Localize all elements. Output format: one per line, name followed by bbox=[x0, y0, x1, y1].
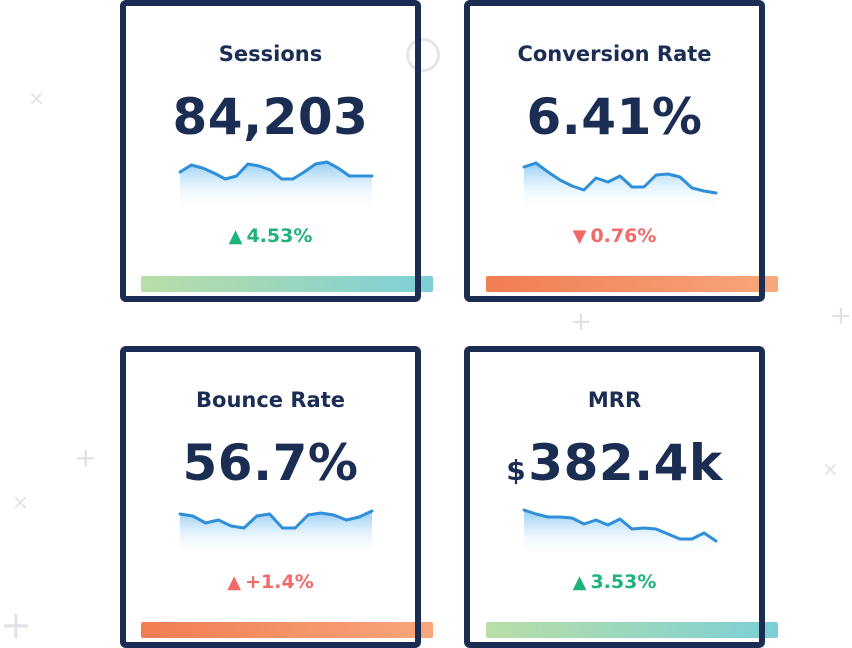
card-value: $382.4k bbox=[470, 434, 759, 492]
sessions-card: Sessions 84,203 ▲ 4.53% bbox=[120, 0, 421, 302]
card-title: Conversion Rate bbox=[517, 42, 712, 66]
decor-plus-icon: + bbox=[830, 301, 852, 331]
decor-cross-icon: × bbox=[12, 490, 29, 514]
sessions-accent-bar bbox=[141, 276, 433, 292]
delta-indicator: ▲ 4.53% bbox=[126, 225, 415, 247]
currency-symbol: $ bbox=[506, 454, 527, 487]
sparkline-area bbox=[524, 163, 716, 210]
delta-value: 0.76% bbox=[590, 225, 657, 247]
conversion-accent-bar bbox=[486, 276, 778, 292]
sparkline-area bbox=[524, 510, 716, 556]
bounce-rate-card: Bounce Rate 56.7% ▲ +1.4% bbox=[120, 346, 421, 648]
bounce-accent-bar bbox=[141, 622, 433, 638]
bounce-rate-sparkline bbox=[178, 509, 374, 556]
delta-value: 3.53% bbox=[590, 571, 657, 593]
delta-value: +1.4% bbox=[245, 571, 314, 593]
sparkline-line bbox=[178, 509, 374, 530]
sparkline-line bbox=[522, 161, 718, 195]
delta-indicator: ▼ 0.76% bbox=[470, 225, 759, 247]
delta-value: 4.53% bbox=[246, 225, 313, 247]
sparkline-line bbox=[178, 160, 374, 181]
sparkline-area bbox=[180, 511, 372, 556]
conversion-rate-card: Conversion Rate 6.41% ▼ 0.76% bbox=[464, 0, 765, 302]
sparkline-line bbox=[522, 508, 718, 543]
conversion-rate-sparkline bbox=[522, 161, 718, 210]
card-title: Sessions bbox=[218, 42, 323, 66]
card-title: Bounce Rate bbox=[196, 388, 345, 412]
decor-plus-icon: + bbox=[74, 441, 98, 474]
card-value: 56.7% bbox=[182, 434, 359, 492]
card-value: 84,203 bbox=[172, 88, 369, 146]
delta-indicator: ▲ +1.4% bbox=[126, 571, 415, 593]
mrr-sparkline bbox=[522, 508, 718, 556]
sparkline-area bbox=[180, 162, 372, 210]
card-value-number: 382.4k bbox=[528, 434, 723, 492]
decor-plus-icon: + bbox=[570, 307, 592, 337]
decor-plus-icon: + bbox=[0, 603, 32, 647]
mrr-card: MRR $382.4k ▲ 3.53% bbox=[464, 346, 765, 648]
trend-arrow-icon: ▲ bbox=[227, 572, 242, 593]
card-title: MRR bbox=[587, 388, 642, 412]
mrr-accent-bar bbox=[486, 622, 778, 638]
decor-cross-icon: × bbox=[28, 86, 45, 110]
decor-ring-icon bbox=[406, 38, 440, 72]
card-value: 6.41% bbox=[526, 88, 703, 146]
sessions-sparkline bbox=[178, 160, 374, 210]
trend-arrow-icon: ▼ bbox=[572, 226, 587, 247]
trend-arrow-icon: ▲ bbox=[228, 226, 243, 247]
trend-arrow-icon: ▲ bbox=[572, 572, 587, 593]
decor-cross-icon: × bbox=[822, 457, 839, 481]
delta-indicator: ▲ 3.53% bbox=[470, 571, 759, 593]
